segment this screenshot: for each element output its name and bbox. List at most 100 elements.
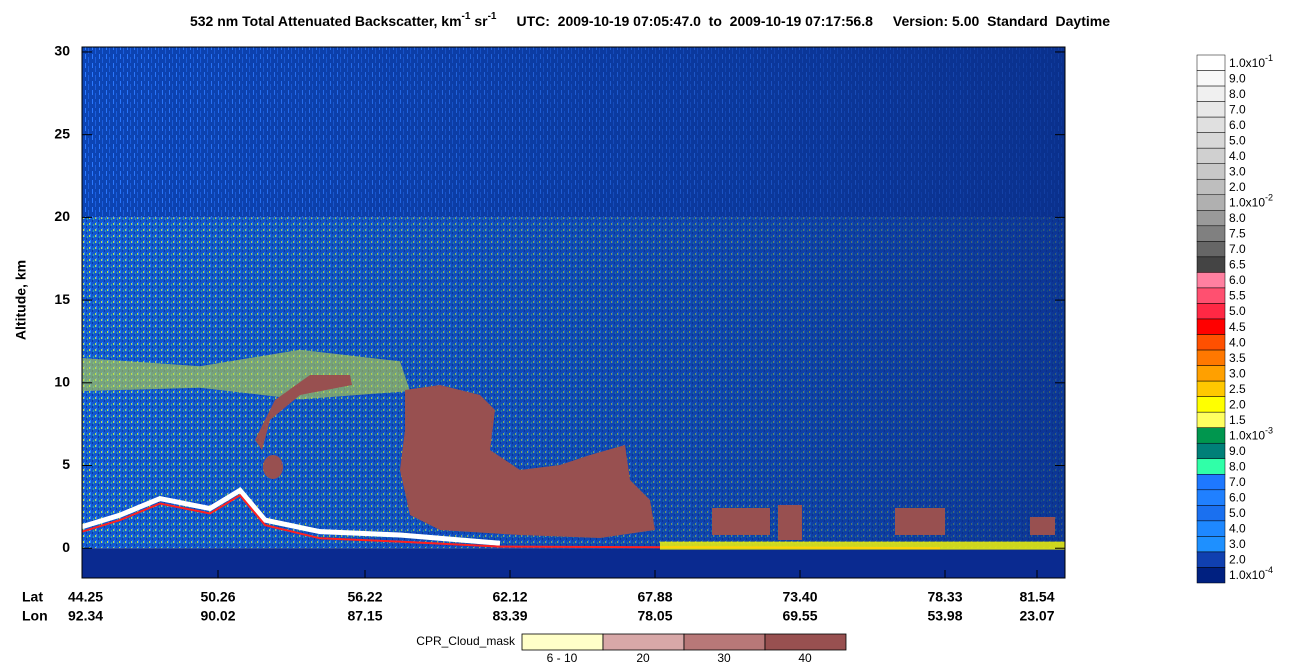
- lon-label: 92.34: [68, 608, 103, 624]
- colorbar-label: 7.0: [1229, 242, 1246, 256]
- colorbar-swatch: [1196, 427, 1226, 444]
- colorbar-label-text: 5.0: [1229, 506, 1246, 520]
- colorbar-label: 1.0x10-4: [1229, 566, 1273, 583]
- colorbar-label-text: 4.0: [1229, 335, 1246, 349]
- lon-label: 69.55: [782, 608, 817, 624]
- colorbar-label-exponent: -1: [1265, 53, 1273, 63]
- colorbar-label-text: 8.0: [1229, 460, 1246, 474]
- y-tick-label: 15: [54, 291, 70, 307]
- colorbar-swatch: [1196, 365, 1226, 382]
- colorbar-label: 2.0: [1229, 180, 1246, 194]
- colorbar-label: 3.0: [1229, 165, 1246, 179]
- colorbar-swatch: [1196, 489, 1226, 506]
- colorbar-swatch: [1196, 303, 1226, 320]
- colorbar-swatch: [1196, 505, 1226, 522]
- colorbar-label: 2.0: [1229, 553, 1246, 567]
- mask-swatch: [602, 633, 685, 651]
- colorbar-label: 4.0: [1229, 335, 1246, 349]
- colorbar-label-exponent: -2: [1265, 193, 1273, 203]
- cloud-mask: [712, 508, 770, 535]
- lat-label: 78.33: [927, 589, 962, 605]
- cloud-mask: [778, 505, 802, 540]
- y-tick-label: 20: [54, 208, 70, 224]
- lon-label: 53.98: [927, 608, 962, 624]
- colorbar-label-text: 5.0: [1229, 134, 1246, 148]
- colorbar-label: 3.0: [1229, 537, 1246, 551]
- colorbar-swatch: [1196, 458, 1226, 475]
- lon-label: 90.02: [200, 608, 235, 624]
- mask-title: CPR_Cloud_mask: [416, 634, 516, 648]
- colorbar-label: 1.5: [1229, 413, 1246, 427]
- y-tick-label: 0: [62, 539, 70, 555]
- colorbar-label-text: 7.0: [1229, 242, 1246, 256]
- colorbar-label: 1.0x10-3: [1229, 426, 1273, 443]
- colorbar-label-text: 7.0: [1229, 475, 1246, 489]
- colorbar-label-text: 3.5: [1229, 351, 1246, 365]
- mask-label: 6 - 10: [547, 651, 578, 665]
- colorbar-swatch: [1196, 520, 1226, 537]
- colorbar-label-text: 1.0x10: [1229, 56, 1265, 70]
- colorbar-swatch: [1196, 85, 1226, 102]
- lat-label: 44.25: [68, 589, 103, 605]
- plot-frame: [81, 46, 1066, 579]
- lat-label: 50.26: [200, 589, 235, 605]
- colorbar-label-text: 6.5: [1229, 258, 1246, 272]
- title-exponent: -1: [488, 11, 497, 22]
- mask-label: 20: [636, 651, 650, 665]
- lat-label: 62.12: [492, 589, 527, 605]
- colorbar-label: 8.0: [1229, 460, 1246, 474]
- y-tick-label: 30: [54, 43, 70, 59]
- colorbar-label-text: 3.0: [1229, 367, 1246, 381]
- colorbar-label-text: 1.0x10: [1229, 568, 1265, 582]
- colorbar-label: 5.0: [1229, 134, 1246, 148]
- colorbar-label: 7.0: [1229, 475, 1246, 489]
- colorbar-label-exponent: -4: [1265, 566, 1273, 576]
- colorbar-label-text: 9.0: [1229, 444, 1246, 458]
- colorbar-swatch: [1196, 442, 1226, 460]
- colorbar-label: 5.5: [1229, 289, 1246, 303]
- colorbar-label: 6.0: [1229, 273, 1246, 287]
- colorbar-label-text: 5.5: [1229, 289, 1246, 303]
- colorbar-swatch: [1196, 334, 1226, 351]
- lon-label: 78.05: [637, 608, 672, 624]
- colorbar-swatch: [1196, 380, 1226, 397]
- colorbar-label: 6.0: [1229, 118, 1246, 132]
- colorbar-swatch: [1196, 178, 1226, 196]
- colorbar-label: 3.5: [1229, 351, 1246, 365]
- colorbar-label-text: 6.0: [1229, 491, 1246, 505]
- colorbar-label-text: 3.0: [1229, 165, 1246, 179]
- cloud-mask: [895, 508, 945, 535]
- cloud-mask: [1030, 517, 1055, 535]
- colorbar-label-text: 2.5: [1229, 382, 1246, 396]
- lat-label: 67.88: [637, 589, 672, 605]
- colorbar-label-text: 7.5: [1229, 227, 1246, 241]
- colorbar-label: 5.0: [1229, 506, 1246, 520]
- colorbar-swatch: [1196, 349, 1226, 366]
- cloud-mask: [255, 375, 352, 450]
- lon-label: 23.07: [1019, 608, 1054, 624]
- colorbar-swatch: [1196, 287, 1226, 304]
- colorbar-label: 5.0: [1229, 304, 1246, 318]
- y-tick-label: 10: [54, 374, 70, 390]
- mask-label: 40: [798, 651, 812, 665]
- colorbar-label-text: 6.0: [1229, 118, 1246, 132]
- lon-label: 87.15: [347, 608, 382, 624]
- cloud-mask: [263, 455, 283, 479]
- colorbar-swatch: [1196, 101, 1226, 118]
- colorbar-label-text: 4.0: [1229, 522, 1246, 536]
- colorbar-swatch: [1196, 132, 1226, 149]
- colorbar-label-exponent: -3: [1265, 426, 1273, 436]
- colorbar-label-text: 4.5: [1229, 320, 1246, 334]
- surface-return: [81, 487, 501, 546]
- lat-label: 81.54: [1019, 589, 1054, 605]
- title-part: UTC: 2009-10-19 07:05:47.0 to 2009-10-19…: [516, 13, 873, 29]
- subsurface: [82, 548, 1065, 578]
- lon-label: 83.39: [492, 608, 527, 624]
- colorbar-label: 8.0: [1229, 211, 1246, 225]
- colorbar-swatch: [1196, 567, 1226, 584]
- colorbar-label: 4.5: [1229, 320, 1246, 334]
- x-row-label: Lon: [22, 608, 48, 624]
- colorbar-label: 3.0: [1229, 367, 1246, 381]
- colorbar-label-text: 1.5: [1229, 413, 1246, 427]
